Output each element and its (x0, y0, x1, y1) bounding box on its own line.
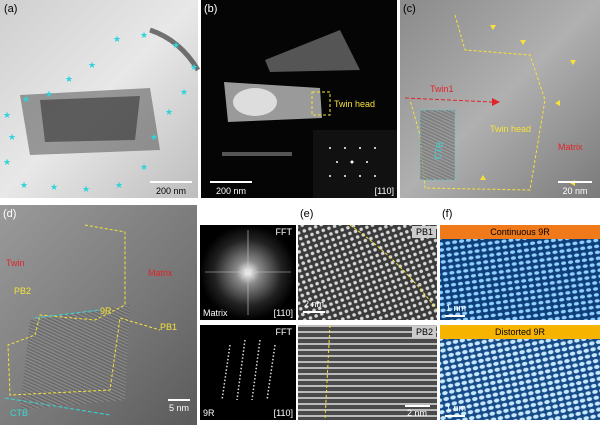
svg-text:★: ★ (140, 30, 148, 40)
panel-f: (f) Continuous 9R 1 nm Distorted 9R 1 nm (440, 208, 600, 420)
fft-matrix: FFT Matrix [110] (200, 225, 296, 320)
annotation: CTB (432, 141, 445, 160)
fft-tag: FFT (276, 327, 293, 337)
annotation: Twin head (334, 99, 375, 109)
panel-e: (e) PB1 2 nm PB2 2 nm (298, 208, 438, 421)
fft-9r: FFT 9R [110] (200, 325, 296, 420)
zone-axis: [110] (274, 408, 293, 418)
panel-label: (f) (442, 208, 452, 220)
svg-text:★: ★ (8, 132, 16, 142)
scale-bar-label: 2 nm (304, 299, 324, 309)
svg-text:★: ★ (172, 40, 180, 50)
panel-label: (d) (3, 208, 16, 220)
inset-title: Continuous 9R (490, 227, 550, 237)
inset-tag: PB1 (416, 227, 433, 237)
phase-label: Matrix (203, 308, 228, 318)
panel-c: (c) Twin1 Twin head Matrix CTB 20 nm (400, 0, 600, 198)
annotation: Matrix (148, 268, 173, 278)
svg-text:★: ★ (82, 184, 90, 194)
scale-bar-label: 1 nm (446, 303, 466, 313)
svg-text:★: ★ (190, 62, 198, 72)
svg-text:★: ★ (3, 110, 11, 120)
svg-text:★: ★ (3, 157, 11, 167)
annotation: Twin head (490, 124, 531, 134)
panel-label: (c) (403, 3, 416, 15)
inset-title: Distorted 9R (495, 327, 546, 337)
svg-text:★: ★ (113, 34, 121, 44)
panel-label: (e) (300, 208, 313, 220)
svg-text:★: ★ (20, 180, 28, 190)
svg-text:★: ★ (165, 107, 173, 117)
zone-axis: [110] (375, 186, 394, 196)
phase-label: 9R (203, 408, 215, 418)
annotation: Matrix (558, 142, 583, 152)
svg-text:★: ★ (150, 132, 158, 142)
svg-text:★: ★ (65, 74, 73, 84)
svg-text:★: ★ (45, 89, 53, 99)
scale-bar-label: 200 nm (216, 186, 246, 196)
panel-label: (b) (204, 3, 217, 15)
scale-bar-label: 5 nm (169, 403, 189, 413)
svg-text:★: ★ (140, 162, 148, 172)
panel-b: Twin head (b) 200 nm [110] (201, 0, 397, 198)
scale-bar-label: 20 nm (562, 186, 587, 196)
annotation: Twin (6, 258, 25, 268)
svg-text:★: ★ (115, 180, 123, 190)
annotation: Twin1 (430, 84, 454, 94)
annotation: PB1 (160, 322, 177, 332)
annotation: PB2 (14, 286, 31, 296)
annotation: CTB (10, 408, 28, 418)
panel-a: ★ ★ ★ ★ ★ ★ ★ ★ ★ ★ ★ ★ ★ ★ ★ ★ ★ ★ ★ (a) 200 nm (0, 0, 201, 198)
zone-axis: [110] (274, 308, 293, 318)
svg-text:★: ★ (22, 94, 30, 104)
scale-bar-label: 2 nm (407, 408, 427, 418)
svg-text:★: ★ (88, 60, 96, 70)
panel-label: (a) (4, 3, 17, 15)
scale-bar-label: 1 nm (446, 403, 466, 413)
annotation: 9R (100, 306, 112, 316)
scale-bar-label: 200 nm (156, 186, 186, 196)
fft-tag: FFT (276, 227, 293, 237)
svg-text:★: ★ (50, 182, 58, 192)
svg-text:★: ★ (180, 87, 188, 97)
inset-tag: PB2 (416, 327, 433, 337)
panel-d: (d) Twin Matrix PB2 9R PB1 CTB 5 nm (0, 205, 197, 425)
